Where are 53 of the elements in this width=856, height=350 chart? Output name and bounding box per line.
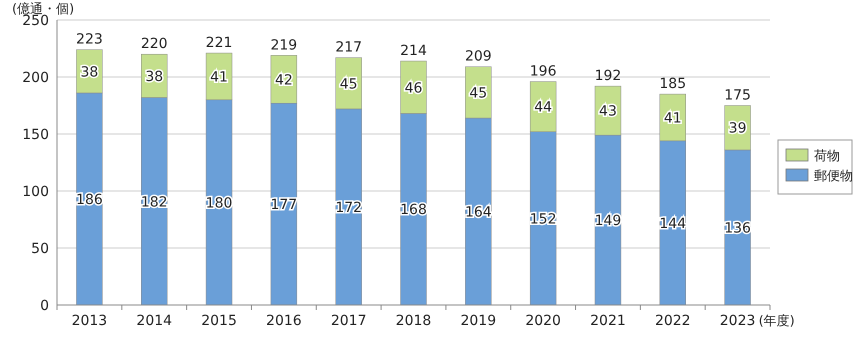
y-tick-label: 100 bbox=[22, 184, 49, 200]
legend-label: 荷物 bbox=[814, 149, 840, 164]
data-label: 164 bbox=[464, 204, 492, 221]
total-label: 209 bbox=[464, 48, 492, 65]
data-label: 38 bbox=[80, 64, 98, 80]
x-tick-label: 2017 bbox=[330, 313, 366, 329]
x-tick-label: 2021 bbox=[590, 313, 626, 329]
total-label: 221 bbox=[206, 35, 232, 52]
x-tick-label: 2020 bbox=[525, 313, 561, 329]
data-label: 182 bbox=[140, 194, 168, 210]
x-tick-label: 2022 bbox=[654, 313, 691, 329]
data-label: 172 bbox=[335, 200, 362, 216]
data-label: 152 bbox=[530, 211, 557, 228]
data-label: 46 bbox=[404, 80, 422, 96]
data-label: 136 bbox=[724, 220, 752, 236]
total-label: 220 bbox=[140, 36, 168, 52]
data-label: 149 bbox=[594, 213, 622, 230]
data-label: 44 bbox=[534, 100, 552, 116]
data-label: 41 bbox=[664, 110, 682, 126]
y-tick-label: 150 bbox=[22, 127, 49, 143]
x-tick-label: 2014 bbox=[136, 313, 172, 329]
y-tick-label: 0 bbox=[40, 298, 49, 314]
data-label: 41 bbox=[210, 69, 228, 86]
y-tick-label: 200 bbox=[22, 70, 49, 86]
total-label: 214 bbox=[400, 43, 427, 60]
total-label: 196 bbox=[530, 64, 557, 80]
data-label: 42 bbox=[274, 72, 293, 88]
x-tick-label: 2016 bbox=[266, 313, 302, 329]
total-label: 185 bbox=[659, 76, 686, 92]
y-tick-label: 50 bbox=[31, 241, 49, 257]
x-tick-label: 2019 bbox=[460, 313, 496, 329]
data-label: 39 bbox=[728, 120, 747, 137]
x-tick-label: 2015 bbox=[201, 313, 237, 329]
x-tick-label: 2018 bbox=[396, 313, 432, 329]
data-label: 38 bbox=[145, 68, 164, 85]
total-label: 192 bbox=[594, 68, 622, 84]
legend-label: 郵便物 bbox=[814, 169, 853, 184]
data-label: 43 bbox=[599, 104, 617, 120]
data-label: 180 bbox=[206, 195, 232, 212]
total-label: 217 bbox=[335, 40, 362, 56]
total-label: 175 bbox=[724, 88, 751, 104]
total-label: 219 bbox=[270, 37, 298, 54]
data-label: 168 bbox=[400, 202, 427, 218]
x-tick-label: 2023 bbox=[720, 313, 756, 329]
y-tick-label: 250 bbox=[22, 13, 49, 29]
x-axis-title: (年度) bbox=[758, 313, 795, 329]
data-label: 177 bbox=[270, 197, 298, 214]
x-tick-label: 2013 bbox=[72, 313, 108, 329]
data-label: 144 bbox=[659, 216, 686, 232]
total-label: 223 bbox=[76, 32, 103, 48]
data-label: 45 bbox=[340, 76, 358, 92]
data-label: 45 bbox=[469, 85, 488, 102]
data-label: 186 bbox=[76, 192, 103, 208]
